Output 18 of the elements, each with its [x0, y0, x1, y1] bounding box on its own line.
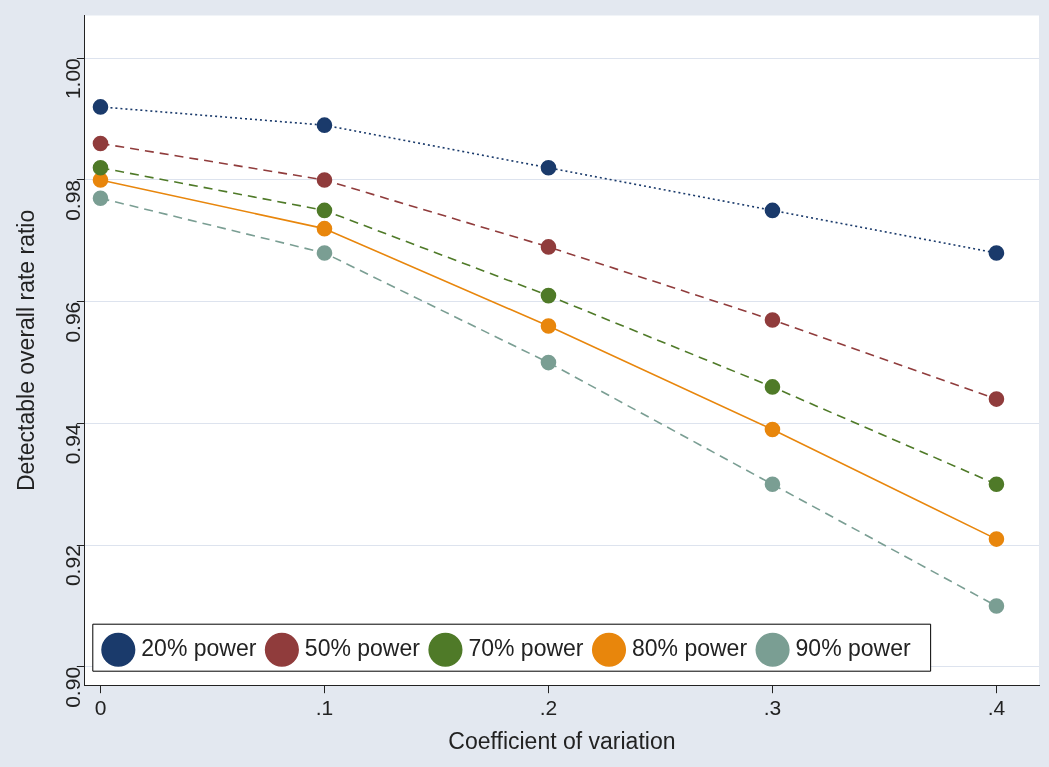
legend-label: 90% power: [795, 635, 911, 662]
y-tick-label: 1.00: [60, 58, 84, 100]
x-tick-label: .2: [539, 695, 558, 719]
legend-label: 20% power: [141, 635, 257, 662]
x-tick-label: .4: [987, 695, 1006, 719]
y-tick-label: 0.92: [60, 545, 84, 587]
legend-label: 50% power: [304, 635, 421, 662]
y-tick-label: 0.98: [60, 179, 84, 221]
legend-label: 80% power: [632, 635, 748, 662]
y-tick-label: 0.96: [60, 301, 84, 343]
y-axis-title: Detectable overall rate ratio: [13, 209, 40, 492]
x-axis-title: Coefficient of variation: [448, 727, 676, 754]
y-tick-label: 0.94: [60, 423, 84, 465]
x-tick-label: .1: [315, 695, 334, 719]
x-tick-label: .3: [763, 695, 782, 719]
x-tick-label: 0: [94, 695, 107, 719]
y-tick-label: 0.90: [60, 666, 84, 708]
legend-label: 70% power: [468, 635, 584, 662]
